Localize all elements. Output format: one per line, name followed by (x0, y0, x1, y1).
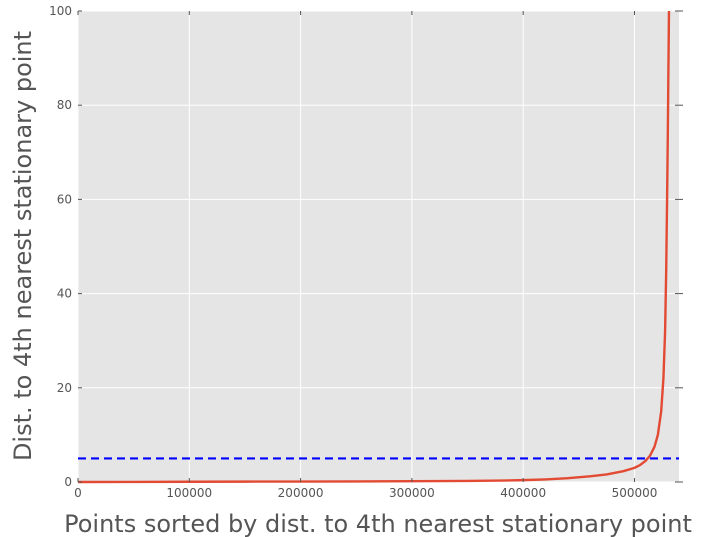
y-tick-label: 0 (64, 475, 72, 489)
x-tick-label: 100000 (166, 486, 212, 500)
x-axis-title: Points sorted by dist. to 4th nearest st… (64, 510, 692, 537)
plot-background (78, 11, 679, 482)
y-axis-title: Dist. to 4th nearest stationary point (9, 31, 37, 461)
y-tick-label: 60 (57, 192, 72, 206)
x-tick-label: 400000 (500, 486, 546, 500)
y-tick-label: 80 (57, 98, 72, 112)
x-tick-label: 200000 (278, 486, 324, 500)
y-tick-label: 100 (49, 4, 72, 18)
axis-ticks: 0 100000 200000 300000 400000 500000 0 20 40 60 80… (49, 4, 683, 500)
x-tick-label: 300000 (389, 486, 435, 500)
x-tick-label: 0 (74, 486, 82, 500)
y-tick-label: 20 (57, 381, 72, 395)
x-tick-label: 500000 (612, 486, 658, 500)
distance-curve (77, 10, 671, 484)
series-layer (77, 10, 679, 484)
y-tick-label: 40 (57, 287, 72, 301)
